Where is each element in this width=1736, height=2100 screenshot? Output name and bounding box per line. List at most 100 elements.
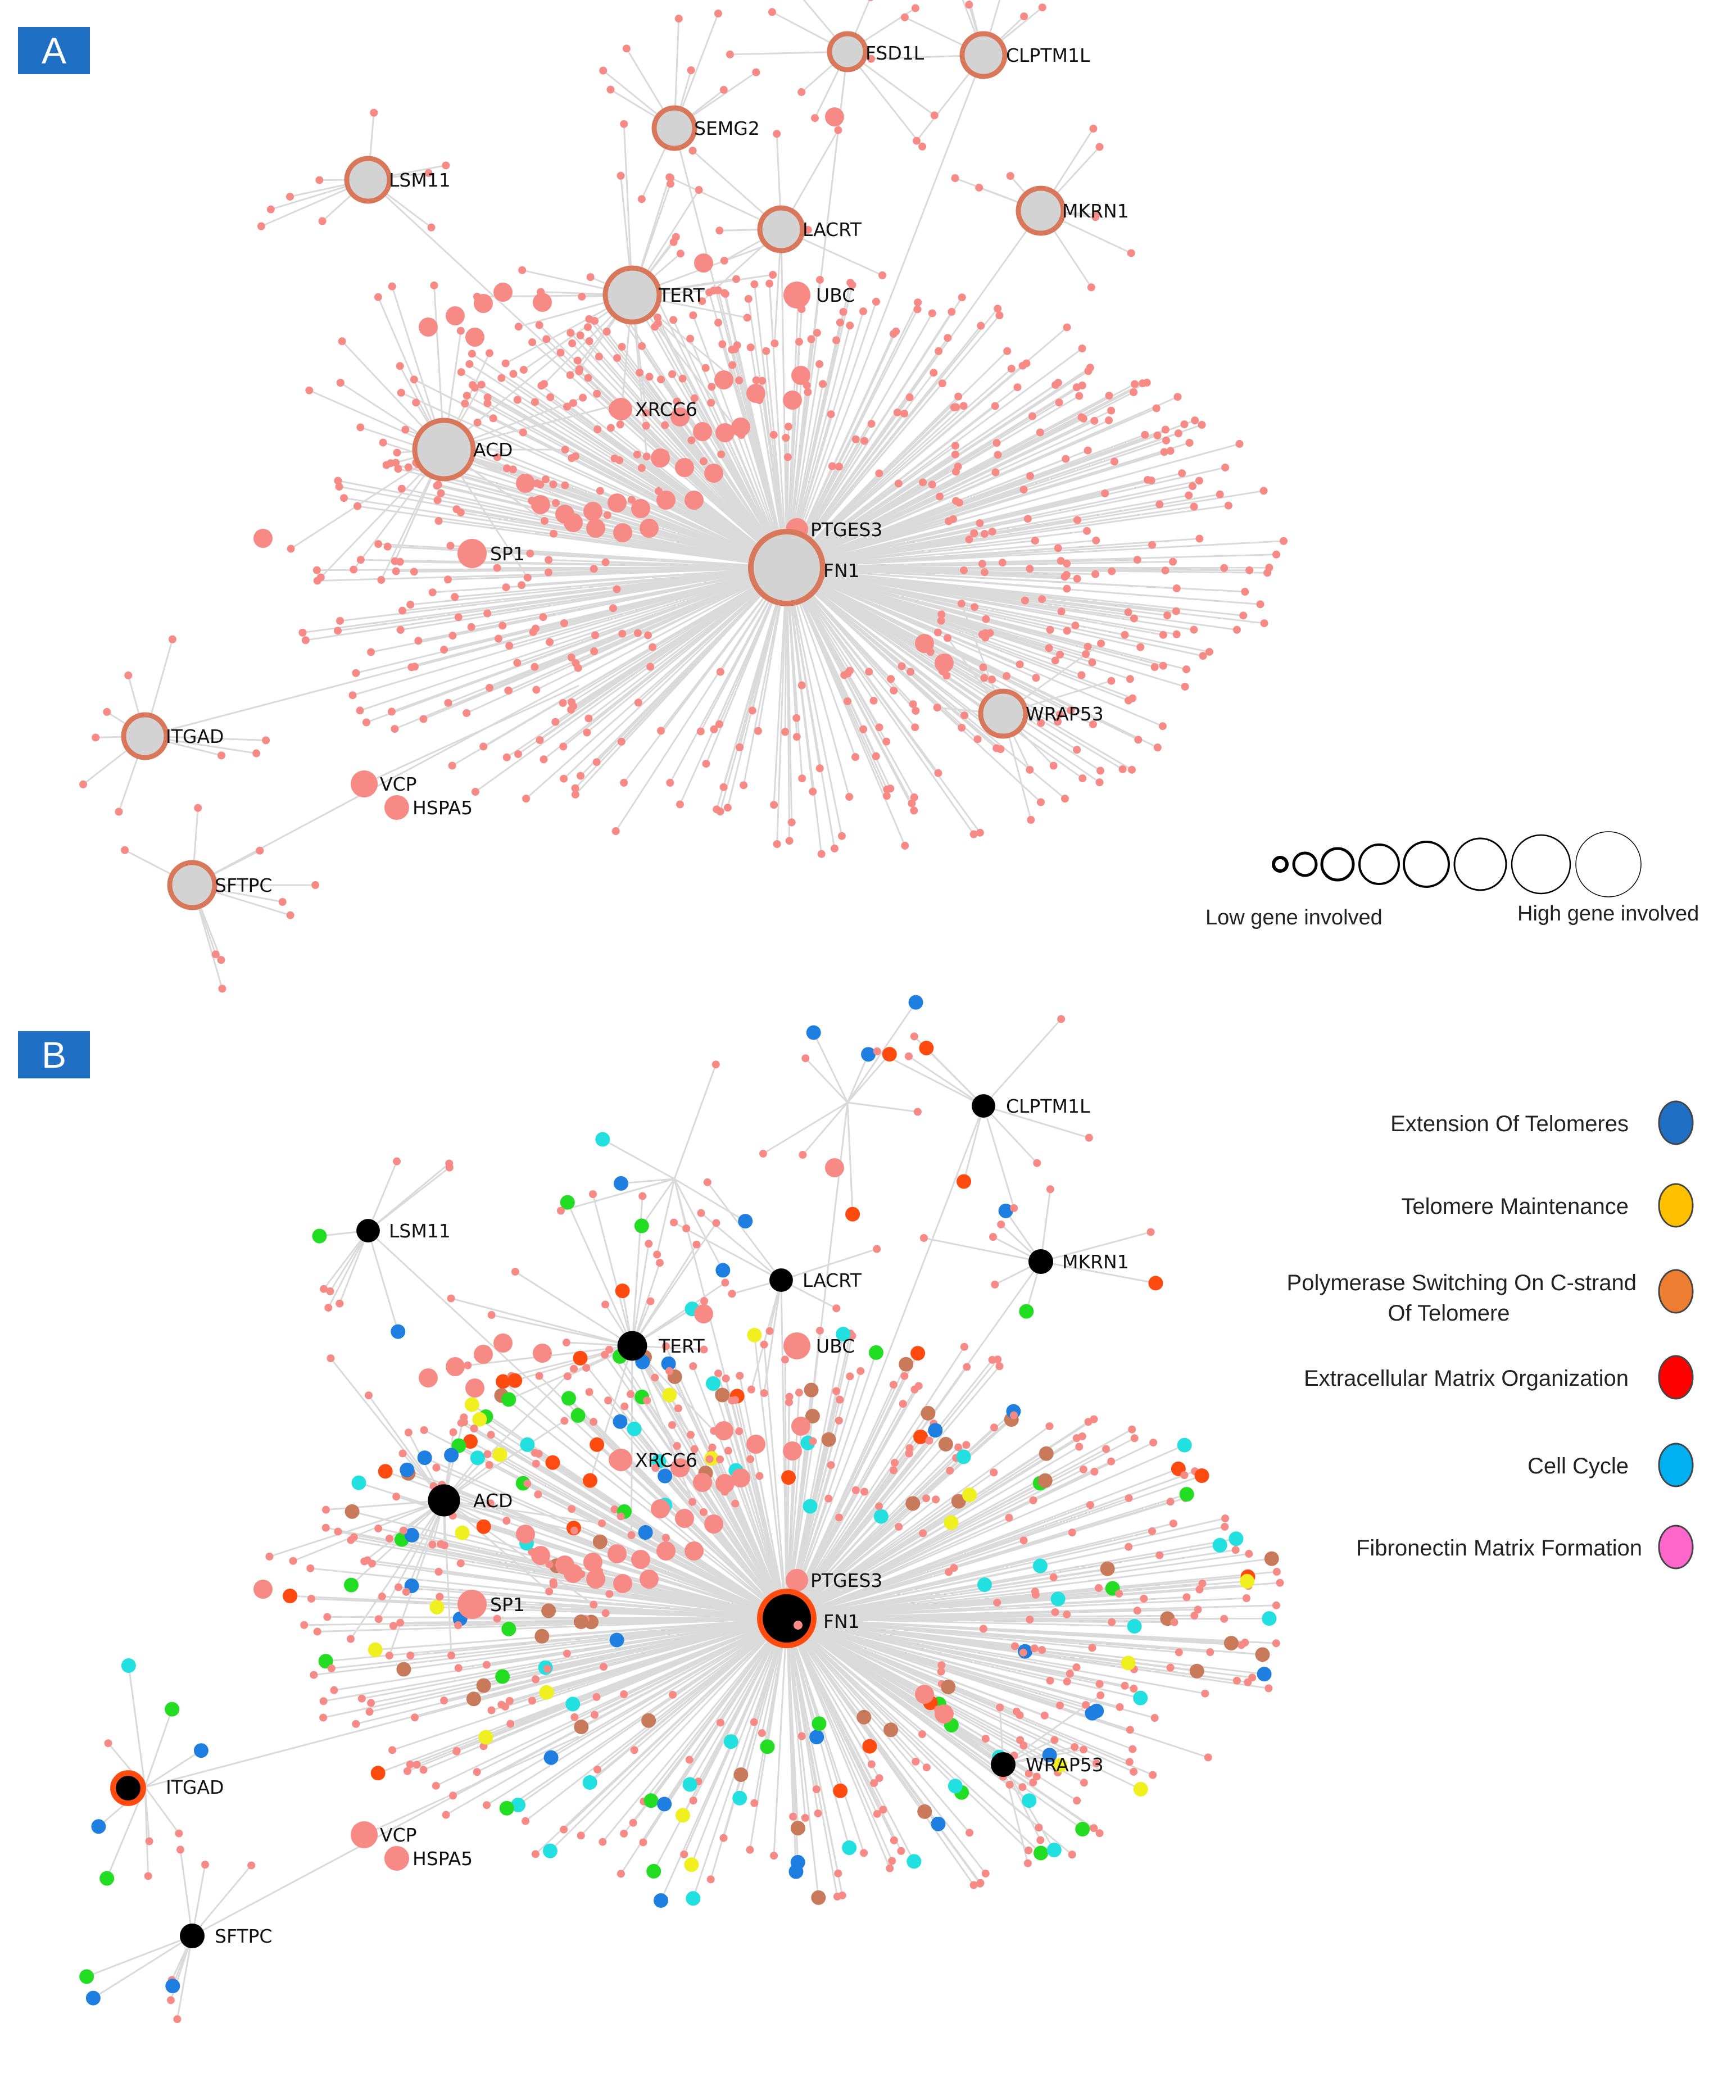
gene-node-mid [825, 107, 844, 126]
network-edge [632, 1618, 788, 1824]
network-edge [786, 1617, 1097, 1765]
gene-node [476, 1678, 491, 1693]
gene-node [674, 1404, 682, 1413]
gene-node [504, 686, 513, 695]
gene-node [1092, 536, 1100, 545]
gene-node [627, 1390, 635, 1398]
gene-node [218, 985, 226, 993]
gene-node-mid [613, 523, 632, 542]
network-edge [786, 1617, 1231, 1644]
gene-node [1257, 1667, 1272, 1682]
gene-node [1060, 573, 1069, 581]
gene-node [666, 778, 674, 787]
gene-node [1073, 746, 1081, 754]
pathway-legend-item: Telomere Maintenance [1401, 1183, 1694, 1228]
gene-node [690, 394, 699, 402]
gene-node [348, 691, 357, 700]
gene-node [839, 307, 847, 316]
gene-node [1245, 1550, 1253, 1558]
gene-node [514, 323, 523, 331]
gene-node [960, 1342, 968, 1351]
gene-node [121, 846, 129, 854]
gene-node [714, 10, 722, 18]
network-edge [846, 1054, 869, 1103]
gene-node [919, 1040, 934, 1055]
gene-node [740, 781, 748, 790]
gene-node [1166, 1663, 1175, 1672]
network-edge [753, 1335, 788, 1619]
gene-node [797, 88, 806, 96]
gene-node [670, 1218, 678, 1227]
gene-node [523, 1480, 532, 1488]
gene-node [707, 398, 715, 407]
gene-node [1161, 425, 1170, 434]
gene-node [833, 1892, 841, 1901]
gene-node [921, 1405, 936, 1421]
gene-node [899, 1357, 914, 1372]
gene-node [1178, 469, 1186, 478]
network-edge [786, 567, 843, 837]
label-sp1: SP1 [490, 1594, 525, 1616]
gene-node [654, 314, 662, 322]
gene-node [447, 1651, 456, 1659]
gene-node [1095, 1680, 1104, 1688]
gene-node [1037, 798, 1045, 806]
gene-node [1019, 1536, 1028, 1545]
network-edge [786, 1618, 806, 1818]
gene-node [470, 1450, 485, 1466]
network-edge [786, 1617, 1042, 1854]
gene-node [483, 609, 492, 618]
size-legend-low: Low gene involved [1205, 906, 1383, 929]
gene-node [705, 1455, 714, 1463]
gene-node [960, 711, 969, 720]
network-edge [786, 396, 1179, 569]
network-edge [515, 1271, 633, 1347]
gene-node [617, 1870, 625, 1878]
gene-node [601, 1300, 610, 1309]
gene-node [1095, 1584, 1103, 1592]
gene-node [432, 1781, 440, 1790]
gene-node [944, 1515, 959, 1530]
gene-node [541, 475, 550, 483]
gene-node [312, 566, 321, 574]
gene-node [403, 1767, 411, 1775]
gene-node [736, 743, 744, 751]
label-lsm11: LSM11 [389, 169, 451, 191]
gene-node [124, 671, 133, 679]
network-edge [786, 1617, 1040, 1829]
gene-node [747, 1385, 756, 1394]
network-edge [813, 1032, 849, 1103]
network-edge [679, 567, 788, 805]
network-edge [602, 1139, 675, 1180]
gene-node [479, 742, 488, 751]
gene-node [1007, 365, 1016, 373]
network-edge [786, 1617, 1209, 1758]
gene-node [410, 568, 418, 576]
gene-node [716, 668, 724, 676]
network-edge [485, 1617, 787, 1738]
network-edge [786, 566, 1125, 636]
gene-node [404, 1428, 413, 1437]
gene-node [1019, 1648, 1027, 1657]
gene-node [1019, 1304, 1034, 1319]
gene-node [867, 55, 876, 63]
wrap53-hub-node [978, 688, 1028, 739]
gene-node [836, 318, 844, 326]
gene-node [1229, 1531, 1244, 1546]
label-ubc: UBC [816, 1335, 855, 1357]
network-edge [786, 567, 974, 835]
gene-node [505, 642, 514, 650]
gene-node [1089, 124, 1098, 133]
gene-node [1195, 477, 1203, 485]
gene-node [792, 733, 801, 741]
gene-node [1088, 1644, 1096, 1652]
gene-node [770, 1852, 778, 1860]
gene-node [357, 1694, 366, 1703]
gene-node [1195, 534, 1204, 543]
network-edge [786, 1618, 986, 1874]
gene-node [973, 735, 982, 743]
pathway-legend-swatch [1658, 1100, 1694, 1145]
network-edge [330, 1358, 445, 1501]
gene-node [590, 1418, 598, 1426]
gene-node [845, 1207, 860, 1222]
